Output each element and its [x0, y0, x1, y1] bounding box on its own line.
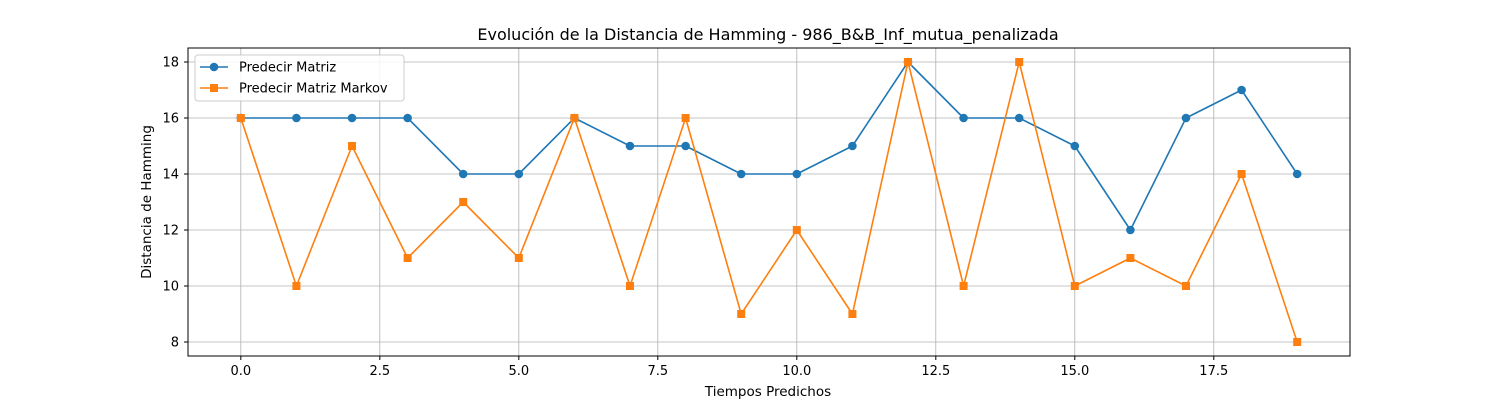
data-point [1293, 338, 1302, 346]
data-point [1126, 225, 1135, 235]
data-point [792, 226, 801, 234]
data-point [458, 169, 468, 179]
x-axis-label: Tiempos Predichos [704, 384, 831, 400]
series-layer [236, 57, 1302, 346]
data-point [514, 169, 524, 179]
data-point [1070, 141, 1080, 151]
data-point [625, 141, 635, 151]
data-point [1181, 113, 1191, 123]
data-point [292, 113, 301, 123]
data-point [848, 141, 857, 151]
series-line [240, 61, 1298, 231]
data-point [959, 282, 968, 290]
series-line [240, 61, 1298, 343]
y-tick-label: 8 [171, 336, 179, 351]
data-point [292, 282, 301, 290]
x-tick-label: 5.0 [508, 364, 529, 379]
data-point [681, 141, 690, 151]
x-tick-label: 10.0 [782, 364, 811, 379]
legend-item: Predecir Matriz [200, 61, 336, 76]
y-tick-label: 10 [162, 280, 179, 295]
data-point [403, 113, 412, 123]
x-tick-label: 17.5 [1199, 364, 1228, 379]
legend-marker [210, 84, 218, 92]
y-tick-label: 12 [162, 224, 179, 239]
data-point [903, 58, 912, 66]
data-point [1014, 113, 1024, 123]
y-tick-label: 18 [162, 56, 179, 71]
data-point [236, 114, 245, 122]
data-point [514, 254, 523, 262]
data-point [737, 310, 746, 318]
y-tick-label: 16 [162, 112, 179, 127]
data-point [348, 142, 357, 150]
x-tick-label: 2.5 [369, 364, 390, 379]
chart-title: Evolución de la Distancia de Hamming - 9… [477, 25, 1058, 45]
data-point [403, 254, 412, 262]
data-point [570, 114, 579, 122]
data-point [1181, 282, 1190, 290]
legend-box [194, 54, 405, 102]
legend: Predecir Matriz Predecir Matriz Markov [194, 54, 405, 102]
series-1 [236, 57, 1302, 235]
data-point [626, 282, 635, 290]
y-tick-label: 14 [162, 168, 179, 183]
legend-label: Predecir Matriz [239, 61, 336, 76]
x-tick-label: 7.5 [647, 364, 668, 379]
ticks-layer: 0.0 2.5 5.0 7.5 10.0 12.5 15.0 17.5 8 10 12 14 16 18 [162, 56, 1228, 380]
data-point [1292, 169, 1302, 179]
plot-frame [187, 47, 1351, 357]
x-tick-label: 0.0 [230, 364, 251, 379]
legend-marker [209, 62, 219, 72]
data-point [792, 169, 802, 179]
data-point [1126, 254, 1135, 262]
data-point [347, 113, 357, 123]
legend-item: Predecir Matriz Markov [200, 82, 388, 97]
data-point [1070, 282, 1079, 290]
data-point [736, 169, 746, 179]
data-point [959, 113, 968, 123]
data-point [1237, 170, 1246, 178]
data-point [1237, 85, 1246, 95]
data-point [848, 310, 857, 318]
data-point [459, 198, 468, 206]
series-2 [236, 58, 1302, 346]
data-point [681, 114, 690, 122]
x-tick-label: 15.0 [1060, 364, 1089, 379]
x-tick-label: 12.5 [921, 364, 950, 379]
data-point [1015, 58, 1024, 66]
legend-label: Predecir Matriz Markov [239, 82, 388, 97]
y-axis-label: Distancia de Hamming [139, 125, 155, 279]
